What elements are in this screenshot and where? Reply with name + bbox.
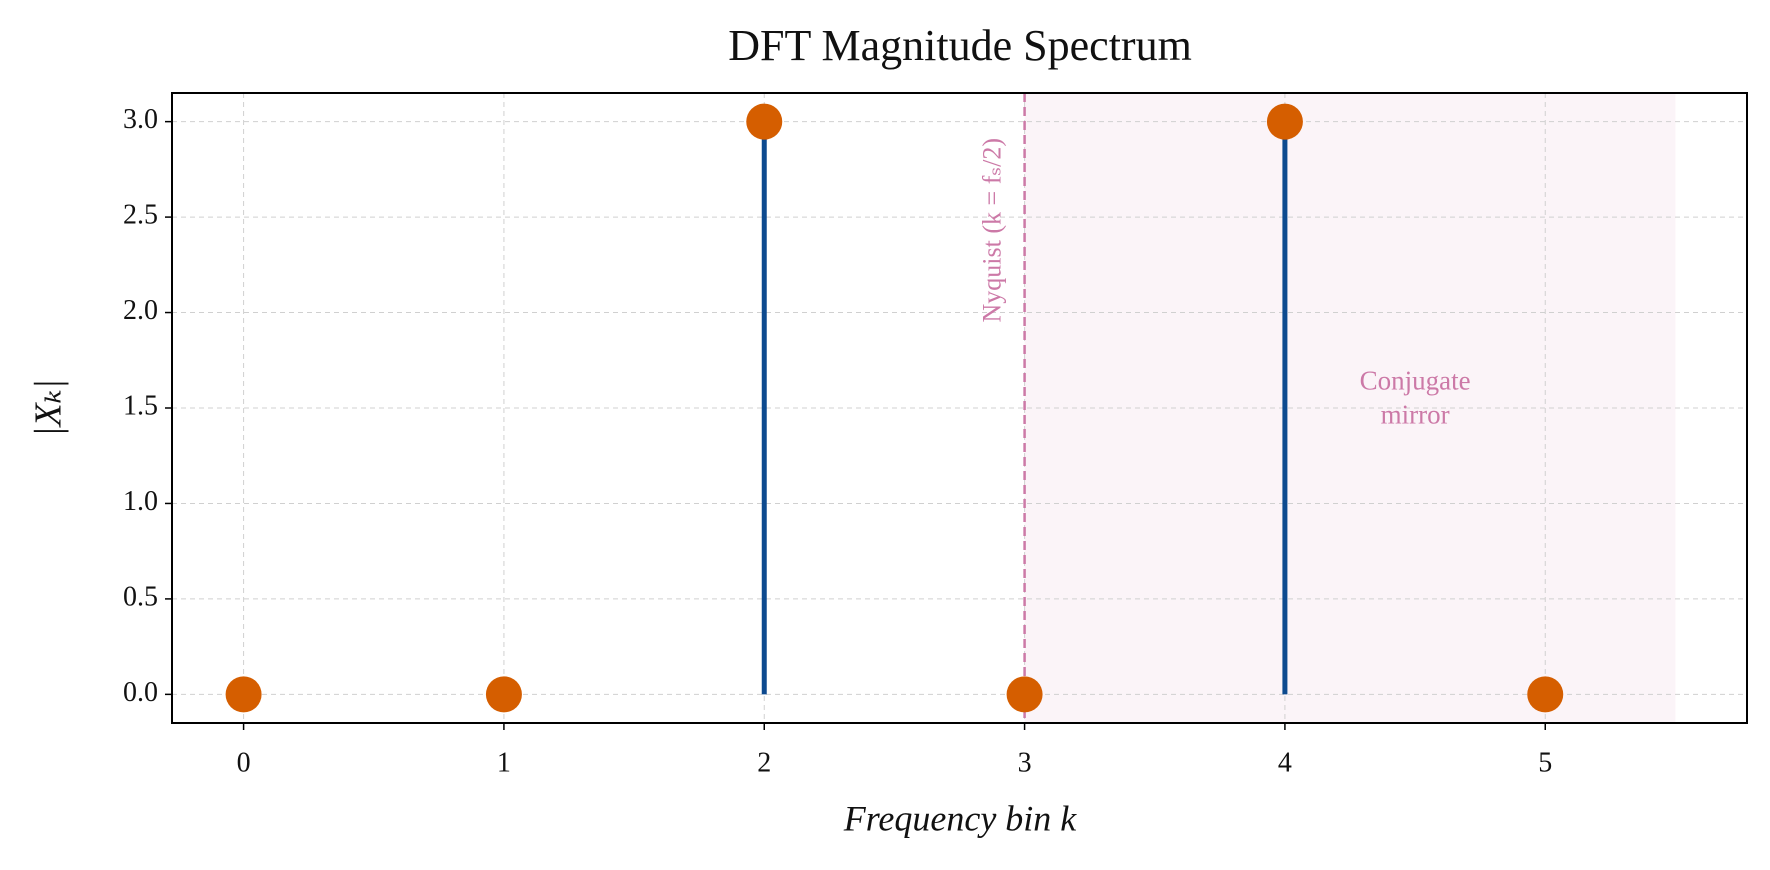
stem-marker	[1266, 103, 1303, 140]
stem-marker	[485, 676, 522, 713]
x-tick-label: 0	[237, 747, 251, 778]
stem-marker	[1006, 676, 1043, 713]
y-axis-label: |Xₖ|	[28, 379, 70, 437]
nyquist-label: Nyquist (k = fₛ/2)	[978, 138, 1007, 322]
x-tick-label: 3	[1018, 747, 1032, 778]
y-tick-label: 2.0	[123, 295, 158, 326]
x-tick-label: 5	[1538, 747, 1552, 778]
x-tick-label: 1	[497, 747, 511, 778]
y-tick-label: 3.0	[123, 104, 158, 135]
mirror-label: mirror	[1381, 399, 1450, 429]
stem-marker	[225, 676, 262, 713]
x-tick-label: 4	[1278, 747, 1292, 778]
stem-marker	[746, 103, 783, 140]
y-tick-label: 1.0	[123, 486, 158, 517]
y-tick-label: 1.5	[123, 390, 158, 421]
chart-title: DFT Magnitude Spectrum	[728, 21, 1192, 70]
mirror-label: Conjugate	[1360, 365, 1471, 395]
x-axis-label: Frequency bin k	[843, 798, 1078, 838]
plot-frame	[171, 92, 1748, 724]
y-tick-label: 2.5	[123, 200, 158, 231]
stem-marker	[1527, 676, 1564, 713]
mirror-region	[1024, 93, 1676, 723]
y-tick-label: 0.5	[123, 581, 158, 612]
x-tick-label: 2	[757, 747, 771, 778]
y-tick-label: 0.0	[123, 677, 158, 708]
